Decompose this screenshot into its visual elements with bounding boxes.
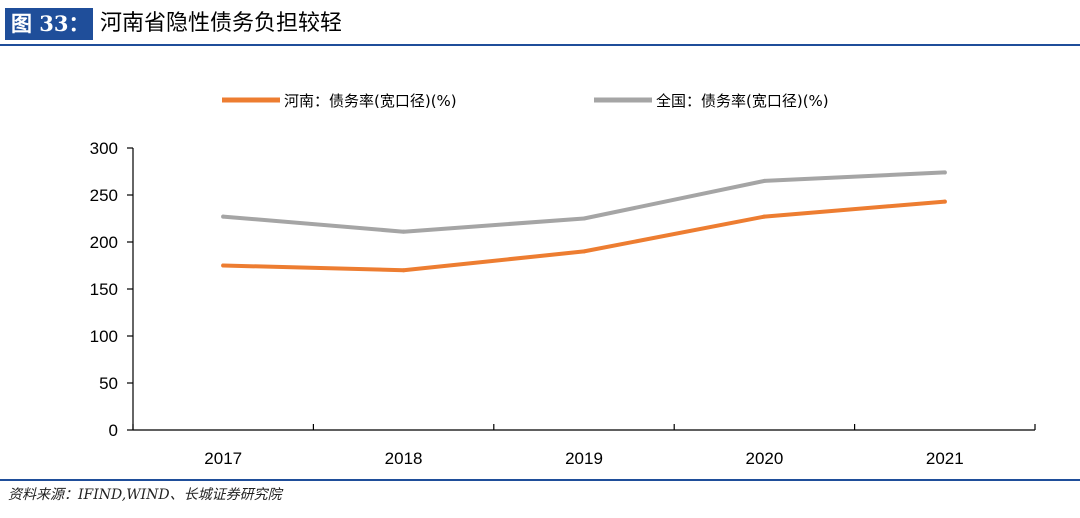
y-tick-label: 150 xyxy=(90,280,118,299)
legend-label-0: 河南：债务率(宽口径)(%) xyxy=(284,92,457,110)
y-tick-label: 250 xyxy=(90,186,118,205)
footer-divider xyxy=(0,479,1080,481)
y-tick-label: 200 xyxy=(90,233,118,252)
x-tick-label: 2021 xyxy=(926,449,964,468)
series-1-point xyxy=(221,214,226,219)
figure-number: 图 33： xyxy=(5,8,93,40)
y-tick-label: 300 xyxy=(90,139,118,158)
series-0-point xyxy=(762,214,767,219)
series-1-point xyxy=(582,216,586,221)
y-tick-label: 100 xyxy=(90,327,118,346)
figure-title: 河南省隐性债务负担较轻 xyxy=(100,11,343,36)
y-tick-label: 0 xyxy=(109,421,118,440)
series-0-point xyxy=(401,268,406,273)
series-0-point xyxy=(221,263,226,268)
x-tick-label: 2019 xyxy=(565,449,603,468)
x-tick-label: 2017 xyxy=(204,449,242,468)
series-1-point xyxy=(942,170,947,175)
series-0-point xyxy=(582,249,586,254)
series-1-point xyxy=(401,229,406,234)
chart-legend: 河南：债务率(宽口径)(%) 全国：债务率(宽口径)(%) xyxy=(222,92,829,110)
x-tick-label: 2020 xyxy=(745,449,783,468)
series-line-0 xyxy=(221,199,947,273)
x-tick-label: 2018 xyxy=(385,449,423,468)
series-1-point xyxy=(762,178,767,183)
chart-axes: 0 50 100 150 200 250 300 2017 2018 2019 2020 2021 xyxy=(90,139,1036,468)
series-line-1 xyxy=(221,170,947,234)
chart-series xyxy=(221,170,947,273)
legend-label-1: 全国：债务率(宽口径)(%) xyxy=(656,92,829,110)
figure-header: 图 33： 河南省隐性债务负担较轻 xyxy=(0,0,1080,46)
y-tick-label: 50 xyxy=(99,374,118,393)
source-note: 资料来源：IFIND,WIND、长城证券研究院 xyxy=(8,487,282,503)
series-0-point xyxy=(942,199,947,204)
line-chart: 河南：债务率(宽口径)(%) 全国：债务率(宽口径)(%) 0 50 100 150 20… xyxy=(90,92,1036,468)
